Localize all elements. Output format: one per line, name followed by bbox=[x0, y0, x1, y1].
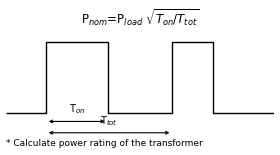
Text: T$_{on}$: T$_{on}$ bbox=[69, 103, 85, 116]
Text: * Calculate power rating of the transformer: * Calculate power rating of the transfor… bbox=[6, 139, 202, 148]
Text: T$_{tot}$: T$_{tot}$ bbox=[100, 114, 118, 128]
Text: P$_{nom}$=P$_{load}$ $\sqrt{T_{on}/T_{tot}}$: P$_{nom}$=P$_{load}$ $\sqrt{T_{on}/T_{to… bbox=[81, 7, 199, 28]
